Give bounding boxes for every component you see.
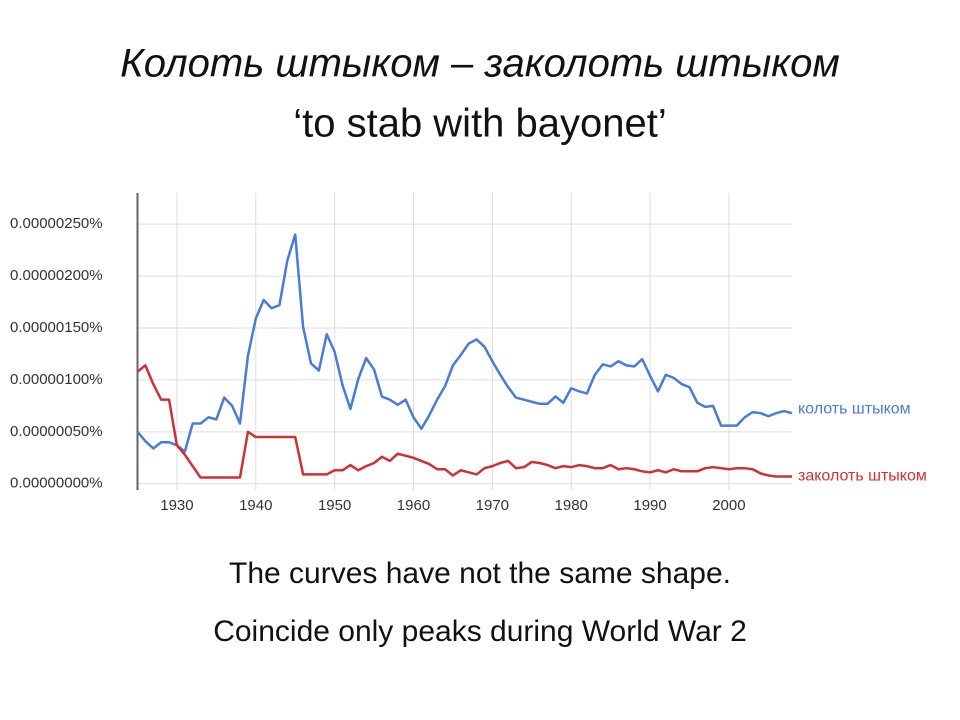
y-tick-label: 0.00000100% xyxy=(10,371,103,388)
x-tick-label: 1930 xyxy=(160,497,193,514)
x-tick-label: 1990 xyxy=(633,497,666,514)
x-tick-label: 1970 xyxy=(476,497,509,514)
x-tick-label: 1980 xyxy=(555,497,588,514)
x-tick-label: 1940 xyxy=(239,497,272,514)
legend-label: колоть штыком xyxy=(798,400,911,417)
x-tick-label: 1960 xyxy=(397,497,430,514)
legend-label: заколоть штыком xyxy=(798,468,927,485)
y-tick-label: 0.00000050% xyxy=(10,423,103,440)
y-tick-label: 0.00000200% xyxy=(10,267,103,284)
slide-title: Колоть штыком – заколоть штыком xyxy=(120,42,840,86)
y-tick-label: 0.00000250% xyxy=(10,215,103,232)
chart: 0.00000000% 0.00000050% 0.00000100% 0.00000… xyxy=(10,193,927,514)
note: The curves have not the same shape. xyxy=(229,557,731,590)
x-tick-label: 1950 xyxy=(318,497,351,514)
y-tick-label: 0.00000000% xyxy=(10,475,103,492)
slide-subtitle: ‘to stab with bayonet’ xyxy=(293,102,667,146)
line-series xyxy=(136,233,793,453)
note: Coincide only peaks during World War 2 xyxy=(213,615,747,648)
line-series xyxy=(136,364,792,479)
x-tick-label: 2000 xyxy=(712,497,745,514)
y-tick-label: 0.00000150% xyxy=(10,319,103,336)
